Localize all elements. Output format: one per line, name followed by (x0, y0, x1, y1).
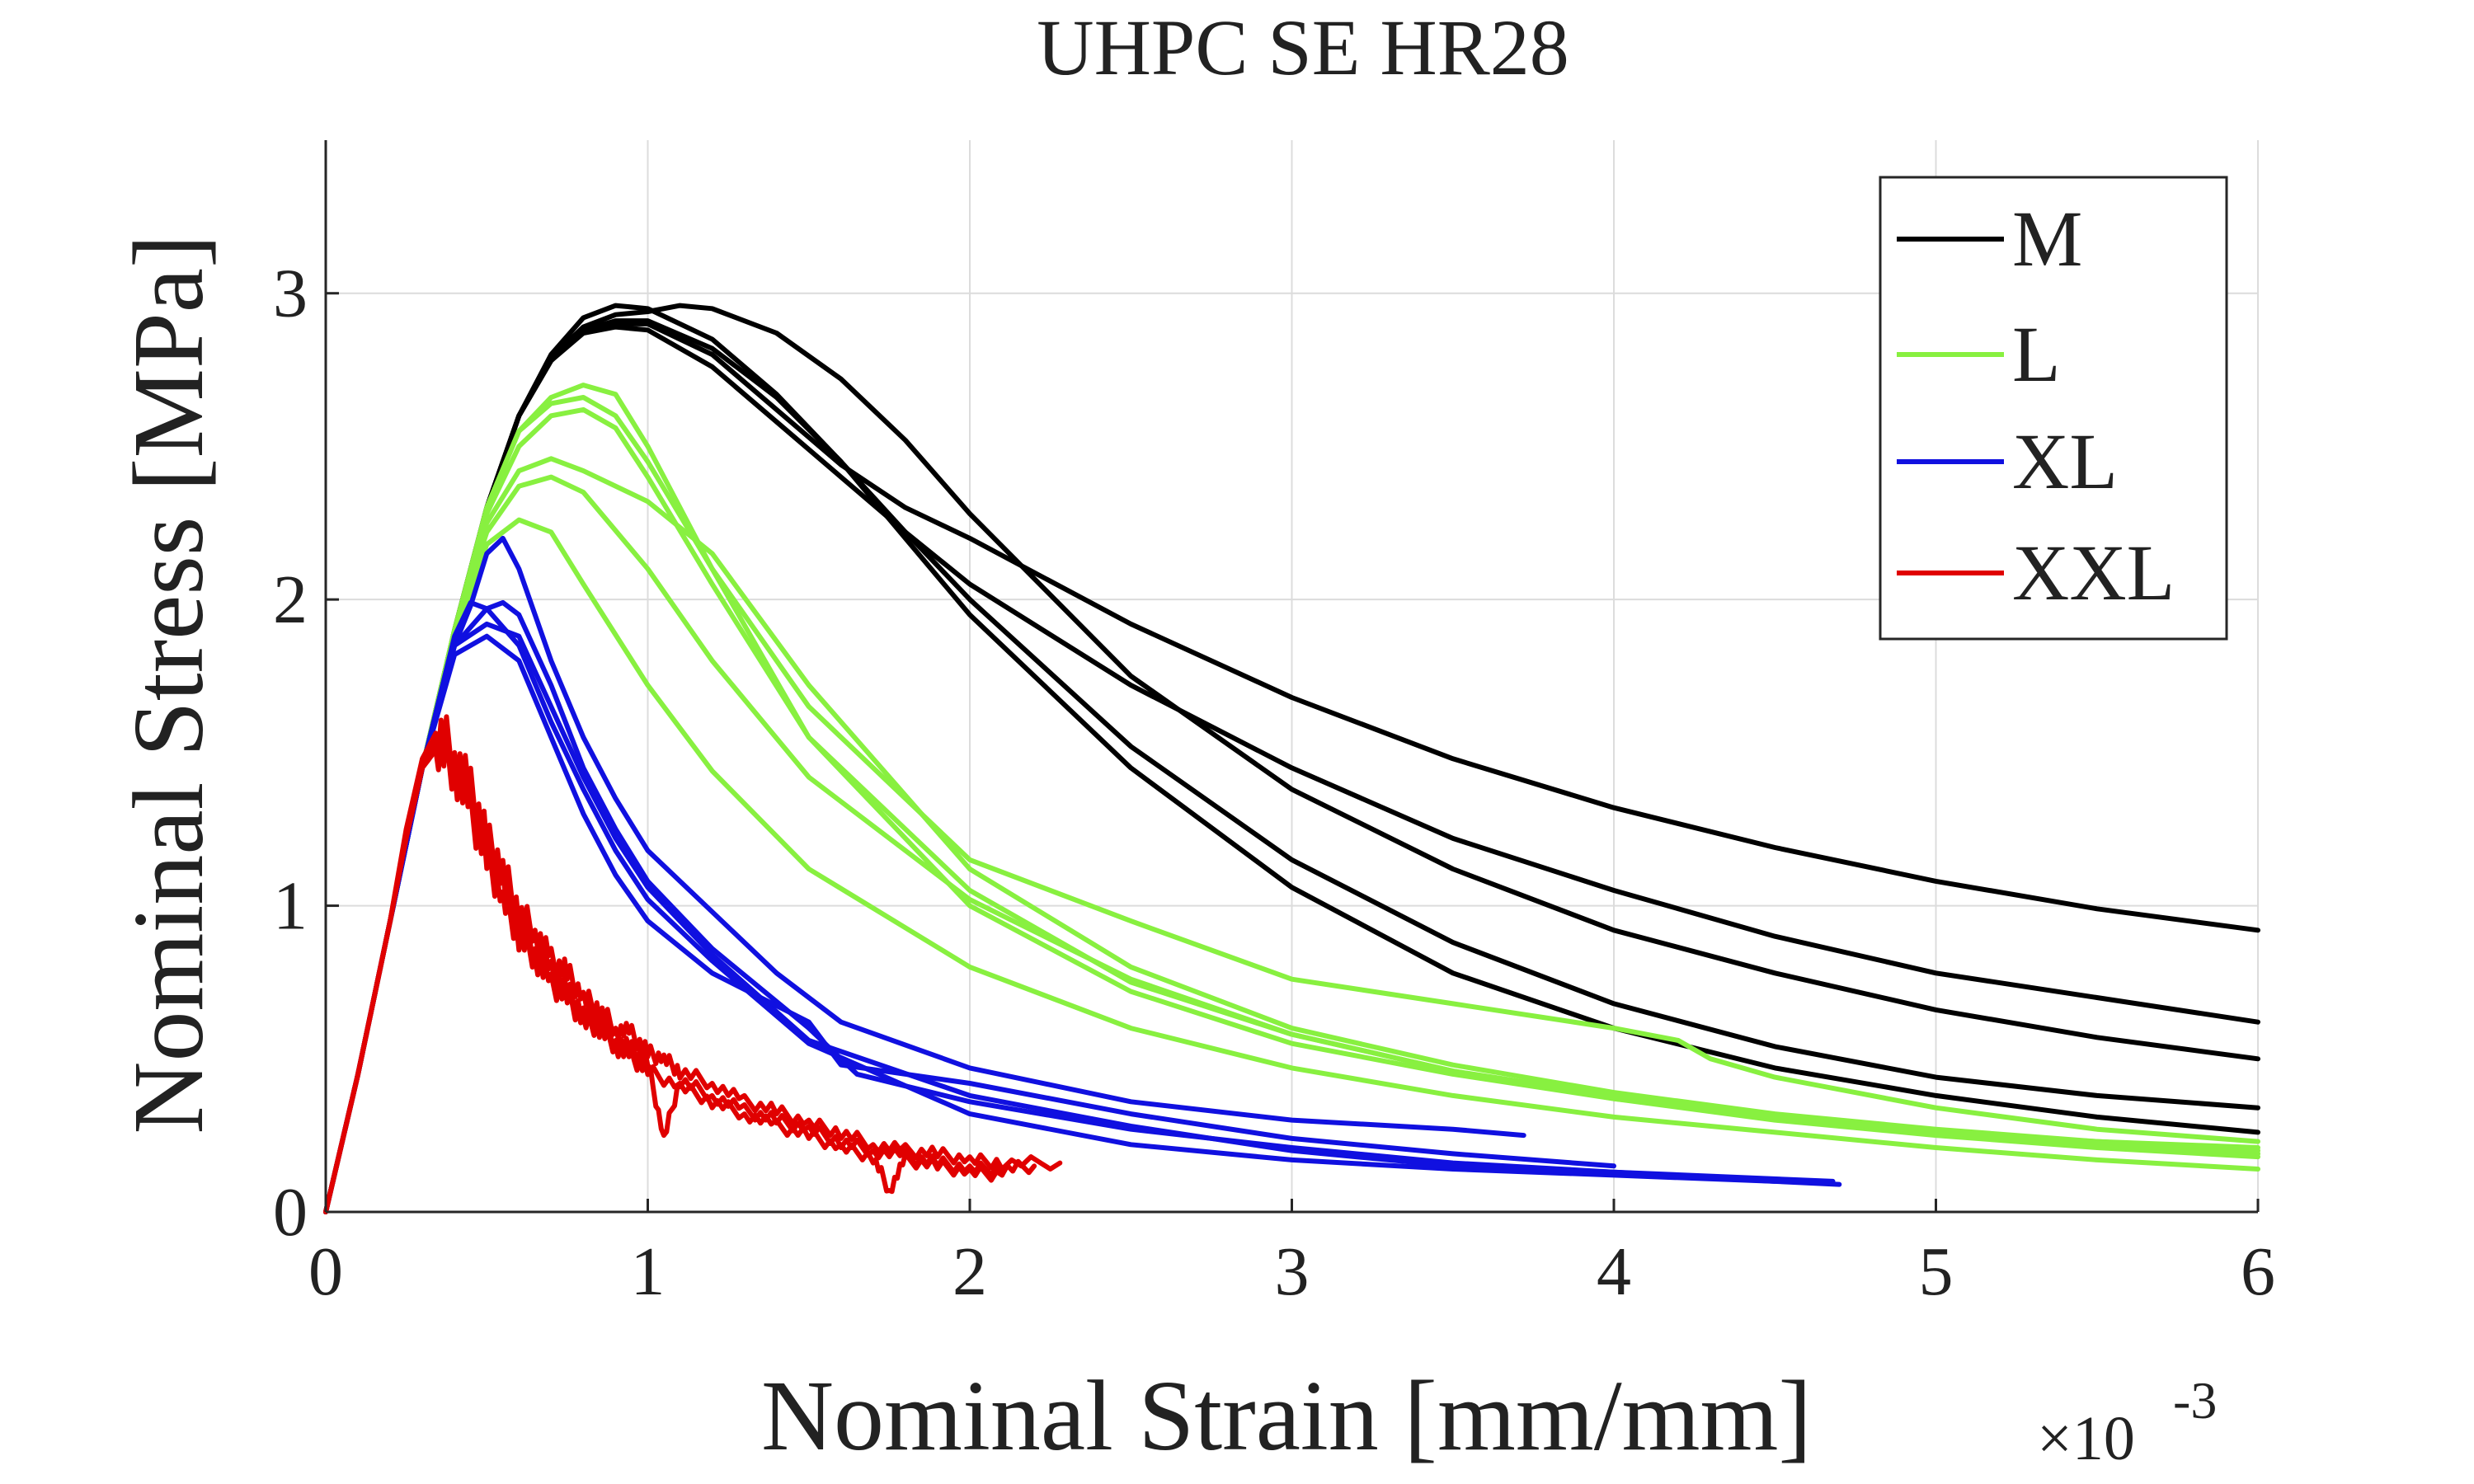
legend-item-xl: XL (1897, 417, 2118, 505)
x-axis-label: Nominal Strain [mm/mm] (761, 1360, 1812, 1472)
x-axis-multiplier: ×10 -3 (2037, 1371, 2217, 1473)
x-tick-label: 3 (1275, 1233, 1310, 1310)
x-multiplier-exponent: -3 (2173, 1371, 2217, 1430)
y-axis-label: Nominal Stress [MPa] (113, 234, 224, 1134)
x-tick-label: 6 (2241, 1233, 2275, 1310)
chart-title: UHPC SE HR28 (1037, 3, 1569, 92)
legend-item-m: M (1897, 195, 2082, 283)
series-group (323, 303, 2260, 1214)
legend-box (1879, 176, 2228, 641)
x-tick-label: 4 (1597, 1233, 1631, 1310)
x-tick-label: 0 (308, 1233, 343, 1310)
legend-label-m: M (2012, 195, 2082, 283)
legend-item-xxl: XXL (1897, 528, 2175, 617)
x-tick-label: 5 (1919, 1233, 1954, 1310)
legend-label-l: L (2012, 310, 2061, 398)
legend-item-l: L (1897, 310, 2061, 398)
x-tick-label: 1 (631, 1233, 666, 1310)
y-tick-label: 0 (273, 1174, 308, 1251)
legend-label-xxl: XXL (2012, 528, 2175, 617)
y-tick-label: 3 (273, 256, 308, 332)
tick-labels: 0 1 2 3 4 5 6 0 1 2 3 (273, 256, 2275, 1310)
y-tick-label: 2 (273, 561, 308, 638)
y-tick-label: 1 (273, 868, 308, 945)
series-line-xxl (323, 724, 1037, 1214)
x-multiplier-base: ×10 (2037, 1404, 2135, 1473)
axes (324, 140, 2260, 1214)
legend: M L XL XXL (1879, 176, 2228, 641)
x-tick-label: 2 (952, 1233, 987, 1310)
legend-label-xl: XL (2012, 417, 2118, 505)
